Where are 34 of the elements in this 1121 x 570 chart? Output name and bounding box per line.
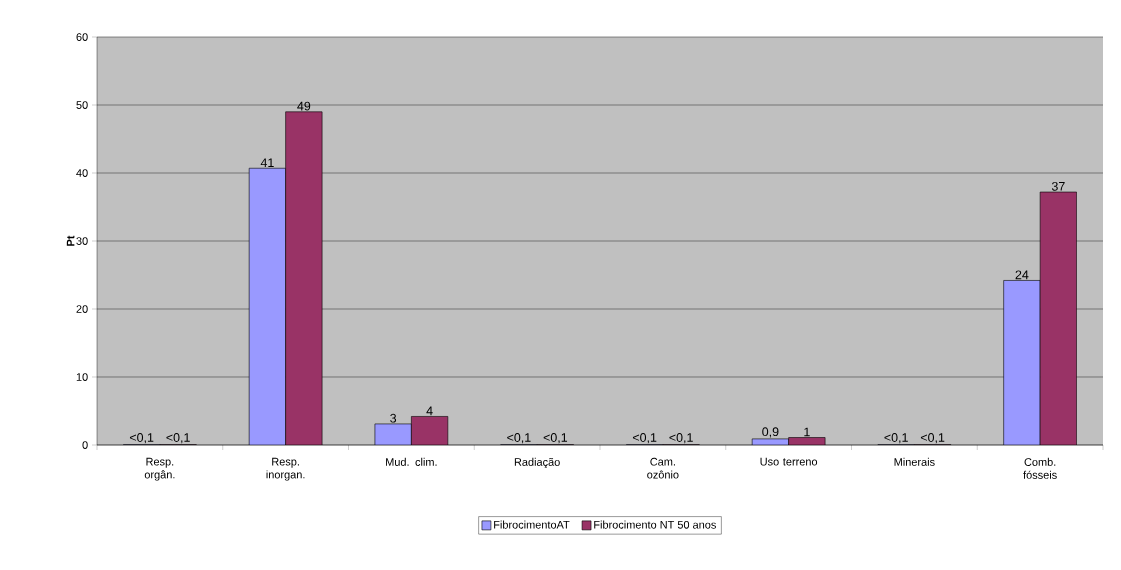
data-label: <0,1 (129, 433, 154, 444)
data-label: <0,1 (543, 433, 568, 444)
x-tick-label: Resp. inorgan. (266, 457, 305, 481)
data-label: 4 (426, 406, 433, 416)
x-tick-label: Cam. ozônio (647, 457, 679, 479)
x-tick-label: Minerais (894, 457, 935, 466)
data-label: 49 (297, 101, 311, 111)
y-tick-label: 40 (76, 169, 88, 177)
y-tick-label: 30 (76, 237, 88, 245)
x-tick-label: Radiação (514, 457, 560, 469)
y-tick-label: 20 (76, 305, 88, 313)
y-tick-label: 50 (76, 101, 88, 109)
data-label: 41 (260, 158, 274, 167)
data-label: <0,1 (884, 433, 908, 444)
data-label: 24 (1015, 270, 1029, 280)
data-label: <0,1 (632, 433, 657, 444)
data-label: <0,1 (920, 433, 945, 444)
data-label: 3 (390, 413, 397, 423)
data-label: 37 (1051, 181, 1065, 191)
y-tick-label: 0 (82, 441, 88, 449)
data-label: <0,1 (669, 433, 693, 444)
y-axis-title: Pt (66, 235, 75, 246)
x-tick-label: Mud. clim. (386, 457, 437, 466)
data-label: 1 (804, 427, 810, 437)
x-tick-label: Comb. fósseis (1023, 457, 1057, 479)
data-label: <0,1 (166, 433, 190, 444)
x-tick-label: Uso terreno (760, 457, 818, 466)
legend-label: FibrocimentoAT (494, 520, 570, 529)
y-tick-label: 60 (76, 33, 88, 41)
legend-label: Fibrocimento NT 50 anos (594, 520, 716, 529)
x-tick-label: Resp. orgân. (144, 457, 175, 481)
data-label: <0,1 (507, 433, 531, 444)
data-label: 0,9 (762, 427, 779, 438)
y-tick-label: 10 (76, 373, 88, 381)
